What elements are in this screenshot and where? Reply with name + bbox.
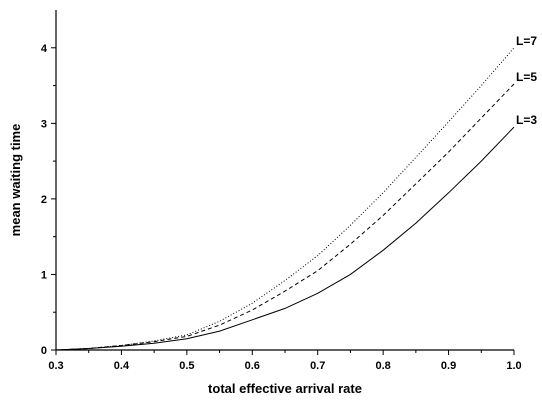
y-axis-title: mean waiting time (8, 124, 23, 237)
x-tick-label: 0.9 (441, 360, 456, 372)
series-label: L=3 (516, 113, 537, 127)
x-tick-label: 0.6 (245, 360, 260, 372)
series-label: L=5 (516, 70, 537, 84)
y-tick-label: 0 (41, 345, 47, 357)
series-labels: L=3 L=5 L=7 (516, 34, 537, 127)
y-axis-ticks: 0 1 2 3 4 (41, 43, 56, 357)
y-tick-label: 4 (41, 43, 48, 55)
series-line-l5 (55, 83, 515, 351)
series-line-l7 (55, 47, 515, 351)
x-axis-title: total effective arrival rate (208, 381, 362, 396)
x-tick-label: 0.7 (310, 360, 325, 372)
x-tick-label: 0.3 (48, 360, 63, 372)
y-tick-label: 2 (41, 194, 47, 206)
x-tick-label: 0.4 (114, 360, 130, 372)
x-tick-label: 0.8 (375, 360, 390, 372)
series-line-l3 (55, 126, 515, 351)
x-axis-ticks: 0.3 0.4 0.5 0.6 0.7 0.8 0.9 1.0 (48, 350, 522, 372)
series-label: L=7 (516, 34, 537, 48)
x-tick-label: 1.0 (506, 360, 521, 372)
x-tick-label: 0.5 (179, 360, 194, 372)
series-layer (55, 47, 515, 351)
y-tick-label: 3 (41, 118, 47, 130)
y-tick-label: 1 (41, 269, 47, 281)
